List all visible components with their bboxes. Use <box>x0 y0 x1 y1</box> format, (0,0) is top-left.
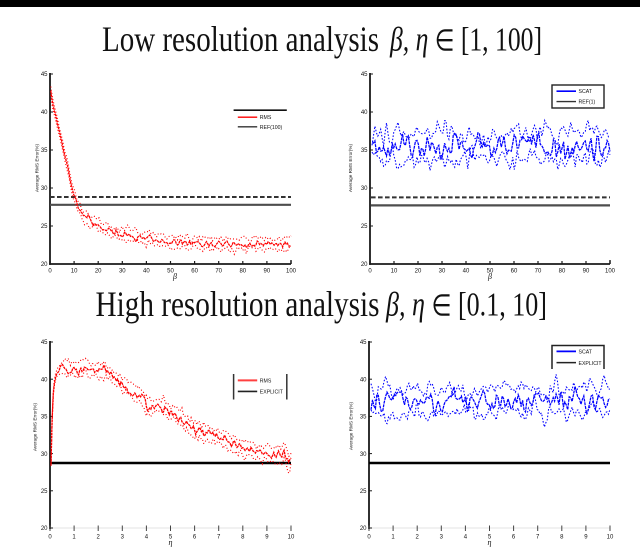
svg-text:0: 0 <box>368 269 372 275</box>
svg-text:25: 25 <box>41 224 48 230</box>
svg-text:6: 6 <box>512 535 516 541</box>
svg-text:Average RMS Error(%): Average RMS Error(%) <box>35 144 40 193</box>
svg-text:5: 5 <box>488 535 492 541</box>
svg-text:SCAT: SCAT <box>579 350 593 356</box>
svg-text:20: 20 <box>415 269 422 275</box>
svg-text:40: 40 <box>41 110 48 116</box>
svg-text:45: 45 <box>41 72 48 78</box>
svg-text:8: 8 <box>241 535 245 541</box>
svg-text:η: η <box>169 538 173 547</box>
svg-text:5: 5 <box>169 535 173 541</box>
svg-text:25: 25 <box>360 489 367 495</box>
svg-text:3: 3 <box>440 535 444 541</box>
svg-text:100: 100 <box>605 269 616 275</box>
svg-text:30: 30 <box>41 452 48 458</box>
svg-text:9: 9 <box>265 535 269 541</box>
svg-text:50: 50 <box>167 269 174 275</box>
svg-text:RMS: RMS <box>260 115 272 121</box>
svg-text:10: 10 <box>288 535 295 541</box>
svg-text:35: 35 <box>360 415 367 421</box>
svg-text:1: 1 <box>391 535 395 541</box>
svg-text:40: 40 <box>360 377 367 383</box>
svg-text:10: 10 <box>391 269 398 275</box>
svg-text:9: 9 <box>584 535 588 541</box>
svg-text:0: 0 <box>367 535 371 541</box>
svg-text:3: 3 <box>121 535 125 541</box>
svg-text:SCAT: SCAT <box>579 89 593 95</box>
svg-text:6: 6 <box>193 535 197 541</box>
svg-text:70: 70 <box>535 269 542 275</box>
svg-text:40: 40 <box>41 377 48 383</box>
svg-text:10: 10 <box>607 535 614 541</box>
svg-text:90: 90 <box>264 269 271 275</box>
svg-text:30: 30 <box>360 452 367 458</box>
svg-text:25: 25 <box>41 489 48 495</box>
svg-text:30: 30 <box>41 186 48 192</box>
svg-text:45: 45 <box>360 340 367 346</box>
svg-text:40: 40 <box>361 110 368 116</box>
svg-text:50: 50 <box>487 269 494 275</box>
svg-text:Average RMS Error(%): Average RMS Error(%) <box>33 403 38 452</box>
svg-text:35: 35 <box>361 148 368 154</box>
svg-text:10: 10 <box>71 269 78 275</box>
svg-text:Low resolution analysis: Low resolution analysis <box>102 19 379 59</box>
svg-text:REF(1): REF(1) <box>579 100 596 106</box>
svg-text:β, η ∈ [0.1, 10]: β, η ∈ [0.1, 10] <box>385 287 547 324</box>
svg-text:7: 7 <box>217 535 221 541</box>
svg-text:20: 20 <box>95 269 102 275</box>
svg-text:70: 70 <box>215 269 222 275</box>
svg-text:REF(100): REF(100) <box>260 125 283 131</box>
svg-text:0: 0 <box>48 269 52 275</box>
svg-text:20: 20 <box>361 262 368 268</box>
svg-text:8: 8 <box>560 535 564 541</box>
svg-text:35: 35 <box>41 415 48 421</box>
svg-text:β, η ∈ [1, 100]: β, η ∈ [1, 100] <box>389 22 542 59</box>
svg-text:7: 7 <box>536 535 540 541</box>
svg-text:2: 2 <box>416 535 420 541</box>
svg-text:EXPLICIT: EXPLICIT <box>260 390 284 396</box>
svg-text:1: 1 <box>72 535 76 541</box>
svg-text:20: 20 <box>41 262 48 268</box>
svg-text:20: 20 <box>41 526 48 532</box>
svg-text:45: 45 <box>41 340 48 346</box>
svg-text:100: 100 <box>286 269 297 275</box>
svg-text:80: 80 <box>239 269 246 275</box>
svg-text:30: 30 <box>439 269 446 275</box>
svg-text:β: β <box>172 272 177 281</box>
svg-text:45: 45 <box>361 72 368 78</box>
svg-text:25: 25 <box>361 224 368 230</box>
svg-text:30: 30 <box>119 269 126 275</box>
svg-text:90: 90 <box>583 269 590 275</box>
svg-text:60: 60 <box>511 269 518 275</box>
svg-text:β: β <box>487 272 492 281</box>
svg-text:Average RMS Error(%): Average RMS Error(%) <box>349 402 354 451</box>
svg-text:80: 80 <box>559 269 566 275</box>
svg-text:4: 4 <box>464 535 468 541</box>
svg-text:35: 35 <box>41 148 48 154</box>
svg-text:0: 0 <box>48 535 52 541</box>
svg-text:60: 60 <box>191 269 198 275</box>
svg-text:30: 30 <box>361 186 368 192</box>
svg-text:Average RMS Error(%): Average RMS Error(%) <box>348 144 353 193</box>
svg-text:High resolution analysis: High resolution analysis <box>96 284 380 324</box>
svg-text:20: 20 <box>360 526 367 532</box>
svg-text:RMS: RMS <box>260 379 272 385</box>
svg-text:η: η <box>488 538 492 547</box>
svg-text:40: 40 <box>463 269 470 275</box>
svg-text:EXPLICIT: EXPLICIT <box>579 361 603 367</box>
svg-text:40: 40 <box>143 269 150 275</box>
svg-text:2: 2 <box>97 535 101 541</box>
svg-text:4: 4 <box>145 535 149 541</box>
